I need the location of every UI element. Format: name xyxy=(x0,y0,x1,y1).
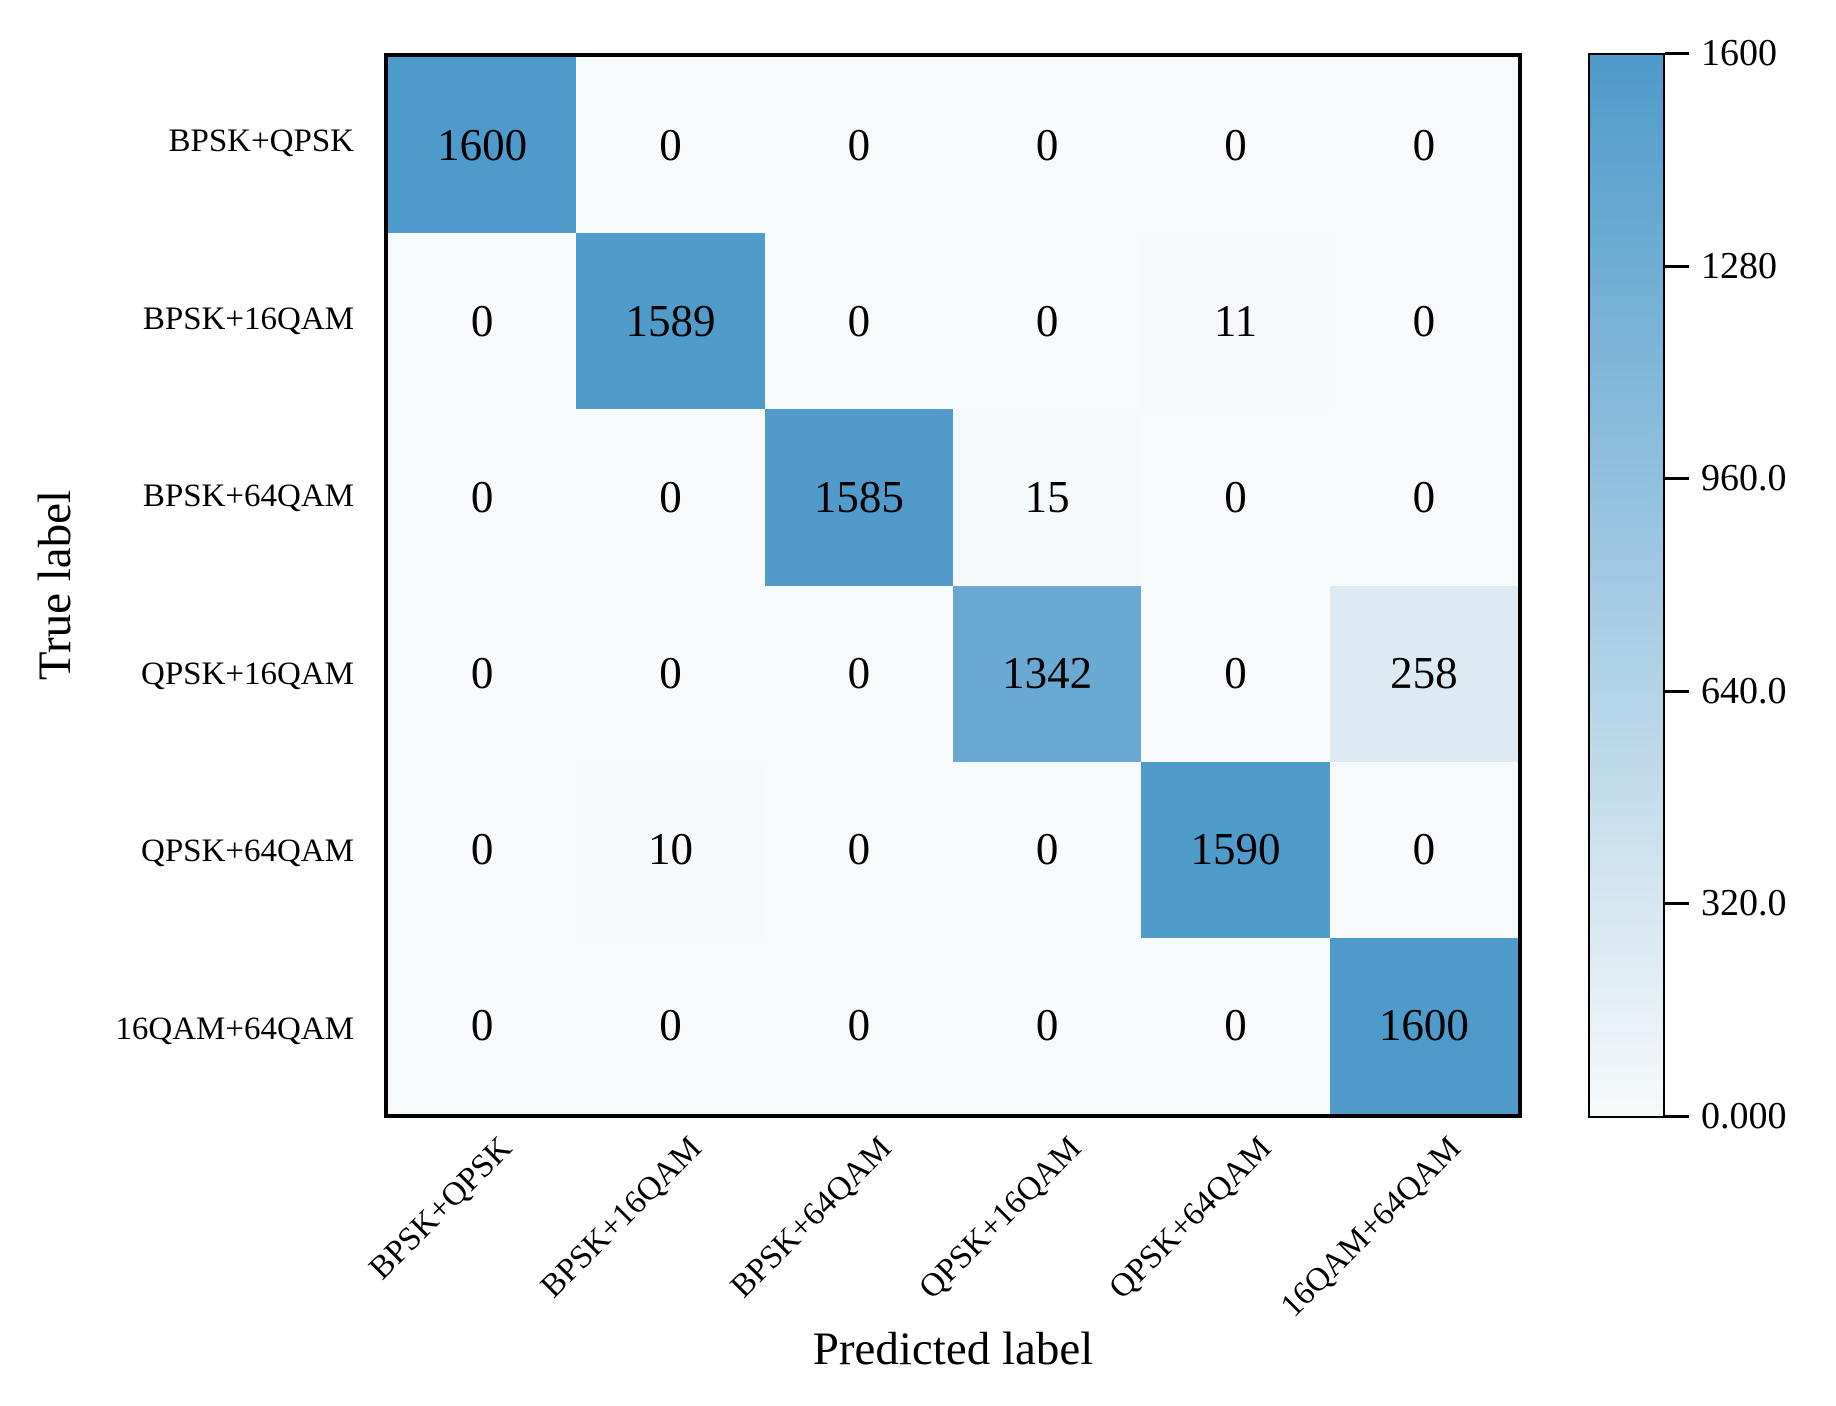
matrix-cell: 0 xyxy=(764,585,953,762)
colorbar-tick-label: 960.0 xyxy=(1701,457,1787,500)
matrix-cell: 0 xyxy=(764,937,953,1114)
heatmap-plot-area: 1600 0 0 0 0 0 0 1589 0 0 11 0 0 0 1585 15 0 0 0 0 0 1342 0 258… xyxy=(384,53,1522,1118)
matrix-cell: 0 xyxy=(764,57,953,234)
matrix-cell: 11 xyxy=(1141,233,1330,410)
matrix-cell: 0 xyxy=(764,233,953,410)
matrix-cell: 1342 xyxy=(952,585,1142,762)
matrix-cell: 0 xyxy=(952,761,1142,938)
matrix-cell: 0 xyxy=(576,409,765,586)
colorbar-tick-mark xyxy=(1665,902,1689,906)
matrix-cell: 0 xyxy=(764,761,953,938)
x-tick-label: BPSK+16QAM xyxy=(534,1130,709,1305)
matrix-cell: 0 xyxy=(1329,57,1518,234)
colorbar-tick-mark xyxy=(1665,1115,1689,1118)
x-tick-label: BPSK+64QAM xyxy=(723,1130,899,1305)
x-tick-label: QPSK+16QAM xyxy=(912,1130,1089,1307)
y-tick-label: 16QAM+64QAM xyxy=(115,1010,354,1047)
matrix-cell: 1600 xyxy=(388,57,577,234)
matrix-cell: 0 xyxy=(1329,761,1518,938)
matrix-cell: 10 xyxy=(576,761,765,938)
colorbar-tick-label: 1280 xyxy=(1701,244,1777,287)
colorbar-tick-mark xyxy=(1665,264,1689,268)
matrix-cell: 1589 xyxy=(576,233,765,410)
matrix-cell: 0 xyxy=(388,937,577,1114)
y-tick-label: BPSK+16QAM xyxy=(142,300,354,337)
y-tick-label: QPSK+16QAM xyxy=(141,655,354,692)
matrix-cell: 0 xyxy=(1329,233,1518,410)
matrix-cell: 0 xyxy=(576,585,765,762)
matrix-cell: 258 xyxy=(1329,585,1518,762)
y-tick-label: QPSK+64QAM xyxy=(141,833,354,870)
colorbar-tick-label: 320.0 xyxy=(1701,882,1787,925)
colorbar-tick-mark xyxy=(1665,477,1689,481)
matrix-cell: 0 xyxy=(388,233,577,410)
colorbar-tick-label: 1600 xyxy=(1701,32,1777,74)
matrix-cell: 1600 xyxy=(1329,937,1518,1114)
colorbar-tick-mark xyxy=(1665,52,1689,55)
y-tick-label: BPSK+QPSK xyxy=(168,123,354,160)
matrix-cell: 0 xyxy=(1141,937,1330,1114)
matrix-cell: 1590 xyxy=(1141,761,1330,938)
matrix-cell: 0 xyxy=(1141,585,1330,762)
matrix-cell: 1585 xyxy=(764,409,953,586)
matrix-cell: 0 xyxy=(388,409,577,586)
colorbar-tick-mark xyxy=(1665,689,1689,693)
matrix-cell: 15 xyxy=(952,409,1142,586)
matrix-cell: 0 xyxy=(952,937,1142,1114)
colorbar xyxy=(1588,53,1665,1118)
matrix-cell: 0 xyxy=(576,937,765,1114)
matrix-cell: 0 xyxy=(952,233,1142,410)
x-tick-label: 16QAM+64QAM xyxy=(1273,1130,1468,1325)
heatmap-grid: 1600 0 0 0 0 0 0 1589 0 0 11 0 0 0 1585 15 0 0 0 0 0 1342 0 258… xyxy=(388,57,1518,1114)
colorbar-tick-label: 0.000 xyxy=(1701,1095,1787,1137)
matrix-cell: 0 xyxy=(388,761,577,938)
x-tick-label: BPSK+QPSK xyxy=(362,1130,520,1287)
matrix-cell: 0 xyxy=(952,57,1142,234)
x-axis-title: Predicted label xyxy=(812,1323,1094,1375)
y-axis-tick-labels: BPSK+QPSK BPSK+16QAM BPSK+64QAM QPSK+16QAM Q… xyxy=(0,53,368,1118)
y-tick-label: BPSK+64QAM xyxy=(142,478,354,515)
matrix-cell: 0 xyxy=(1141,409,1330,586)
matrix-cell: 0 xyxy=(576,57,765,234)
colorbar-tick-label: 640.0 xyxy=(1701,669,1787,712)
matrix-cell: 0 xyxy=(1141,57,1330,234)
x-tick-label: QPSK+64QAM xyxy=(1101,1130,1278,1307)
matrix-cell: 0 xyxy=(388,585,577,762)
matrix-cell: 0 xyxy=(1329,409,1518,586)
